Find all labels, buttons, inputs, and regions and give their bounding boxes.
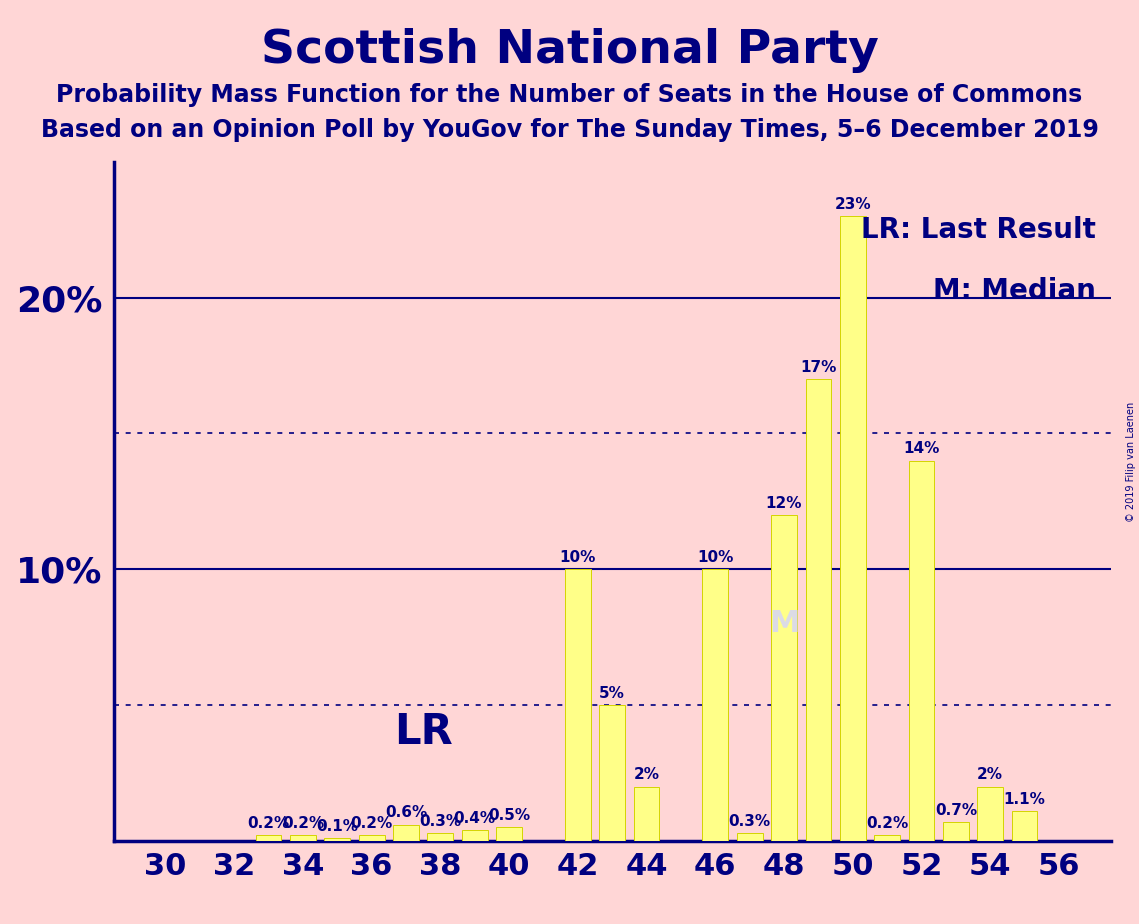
Text: Based on an Opinion Poll by YouGov for The Sunday Times, 5–6 December 2019: Based on an Opinion Poll by YouGov for T… bbox=[41, 118, 1098, 142]
Text: 0.2%: 0.2% bbox=[866, 816, 908, 832]
Text: 0.1%: 0.1% bbox=[317, 819, 359, 834]
Text: LR: LR bbox=[394, 711, 452, 753]
Bar bbox=[839, 216, 866, 841]
Text: 23%: 23% bbox=[835, 197, 871, 212]
Text: Probability Mass Function for the Number of Seats in the House of Commons: Probability Mass Function for the Number… bbox=[56, 83, 1083, 107]
Bar bbox=[290, 835, 316, 841]
Bar bbox=[771, 515, 797, 841]
Bar bbox=[393, 824, 419, 841]
Bar bbox=[461, 830, 487, 841]
Text: 12%: 12% bbox=[765, 496, 802, 511]
Text: 1.1%: 1.1% bbox=[1003, 792, 1046, 807]
Text: 0.2%: 0.2% bbox=[351, 816, 393, 832]
Bar bbox=[805, 379, 831, 841]
Text: 2%: 2% bbox=[977, 768, 1003, 783]
Text: 10%: 10% bbox=[697, 550, 734, 565]
Text: 0.3%: 0.3% bbox=[729, 814, 771, 829]
Text: Scottish National Party: Scottish National Party bbox=[261, 28, 878, 73]
Bar bbox=[737, 833, 763, 841]
Bar bbox=[1011, 811, 1038, 841]
Bar bbox=[977, 786, 1003, 841]
Text: © 2019 Filip van Laenen: © 2019 Filip van Laenen bbox=[1126, 402, 1136, 522]
Text: 0.5%: 0.5% bbox=[487, 808, 530, 823]
Bar bbox=[427, 833, 453, 841]
Text: 0.2%: 0.2% bbox=[281, 816, 323, 832]
Text: 0.3%: 0.3% bbox=[419, 814, 461, 829]
Text: 5%: 5% bbox=[599, 686, 625, 701]
Text: 14%: 14% bbox=[903, 442, 940, 456]
Text: 0.2%: 0.2% bbox=[247, 816, 289, 832]
Bar bbox=[909, 460, 934, 841]
Bar bbox=[633, 786, 659, 841]
Text: 17%: 17% bbox=[801, 360, 837, 375]
Bar bbox=[325, 838, 350, 841]
Text: 0.7%: 0.7% bbox=[935, 803, 977, 818]
Bar bbox=[565, 569, 591, 841]
Text: 0.6%: 0.6% bbox=[385, 806, 427, 821]
Text: LR: Last Result: LR: Last Result bbox=[861, 216, 1096, 244]
Bar bbox=[943, 821, 969, 841]
Text: 0.4%: 0.4% bbox=[453, 811, 495, 826]
Text: 2%: 2% bbox=[633, 768, 659, 783]
Text: 10%: 10% bbox=[559, 550, 596, 565]
Bar bbox=[703, 569, 728, 841]
Bar bbox=[497, 827, 522, 841]
Bar bbox=[255, 835, 281, 841]
Text: M: M bbox=[769, 609, 800, 638]
Bar bbox=[875, 835, 900, 841]
Bar bbox=[599, 705, 625, 841]
Text: M: Median: M: Median bbox=[933, 277, 1096, 305]
Bar bbox=[359, 835, 385, 841]
